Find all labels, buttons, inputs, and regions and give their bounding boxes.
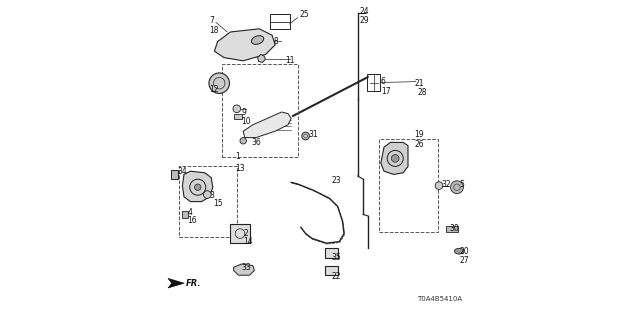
Circle shape <box>302 132 310 140</box>
Text: 1: 1 <box>236 152 240 161</box>
Text: 20: 20 <box>460 247 469 256</box>
Text: 25: 25 <box>300 10 309 19</box>
Circle shape <box>204 191 211 198</box>
Polygon shape <box>168 278 184 288</box>
Text: 29: 29 <box>359 16 369 25</box>
Text: 34: 34 <box>177 167 187 176</box>
Text: 8: 8 <box>274 37 278 46</box>
Bar <box>325 266 338 275</box>
Text: 9: 9 <box>242 108 246 116</box>
Text: 11: 11 <box>285 56 294 65</box>
Text: 22: 22 <box>332 272 340 281</box>
Bar <box>270 14 289 29</box>
Text: 32: 32 <box>442 180 451 188</box>
Bar <box>447 226 458 232</box>
Circle shape <box>392 155 399 162</box>
Text: 6: 6 <box>381 77 386 86</box>
Text: 12: 12 <box>210 85 219 94</box>
Text: 24: 24 <box>359 7 369 16</box>
Circle shape <box>240 138 246 144</box>
Text: 27: 27 <box>460 256 469 265</box>
Text: 4: 4 <box>187 208 192 217</box>
Text: 5: 5 <box>460 180 464 188</box>
Text: 10: 10 <box>242 117 252 126</box>
Bar <box>182 211 188 218</box>
Text: 2: 2 <box>243 229 248 238</box>
Text: 26: 26 <box>415 140 424 148</box>
Text: 23: 23 <box>332 176 341 185</box>
Polygon shape <box>243 112 291 138</box>
Text: 7: 7 <box>210 16 214 25</box>
Text: 3: 3 <box>210 191 214 200</box>
Text: FR.: FR. <box>186 279 201 288</box>
Bar <box>325 248 338 258</box>
Text: T0A4B5410A: T0A4B5410A <box>417 296 462 302</box>
Polygon shape <box>214 29 275 61</box>
Circle shape <box>435 182 443 189</box>
Text: 14: 14 <box>243 237 253 246</box>
Text: 36: 36 <box>251 138 261 147</box>
Text: 35: 35 <box>332 253 341 262</box>
Bar <box>223 64 298 157</box>
Circle shape <box>195 184 201 190</box>
Polygon shape <box>234 264 254 275</box>
Text: 33: 33 <box>242 263 252 272</box>
Ellipse shape <box>252 36 264 44</box>
Polygon shape <box>182 171 212 202</box>
Text: 18: 18 <box>210 26 219 35</box>
Circle shape <box>209 73 230 93</box>
Bar <box>367 74 380 91</box>
Ellipse shape <box>454 248 464 254</box>
Text: 17: 17 <box>381 87 390 96</box>
Text: 28: 28 <box>418 88 427 97</box>
Text: 16: 16 <box>187 216 197 225</box>
Polygon shape <box>258 54 266 62</box>
Circle shape <box>233 105 241 113</box>
Text: 19: 19 <box>415 130 424 139</box>
Text: 31: 31 <box>309 130 319 139</box>
Bar <box>380 139 438 232</box>
Text: 30: 30 <box>450 224 460 233</box>
Bar <box>234 114 242 119</box>
Bar <box>179 166 237 237</box>
Bar <box>172 170 178 179</box>
Text: 13: 13 <box>236 164 245 172</box>
Circle shape <box>451 181 463 194</box>
Text: 21: 21 <box>415 79 424 88</box>
Text: 15: 15 <box>212 199 223 208</box>
Polygon shape <box>381 142 408 174</box>
Bar <box>230 224 250 243</box>
